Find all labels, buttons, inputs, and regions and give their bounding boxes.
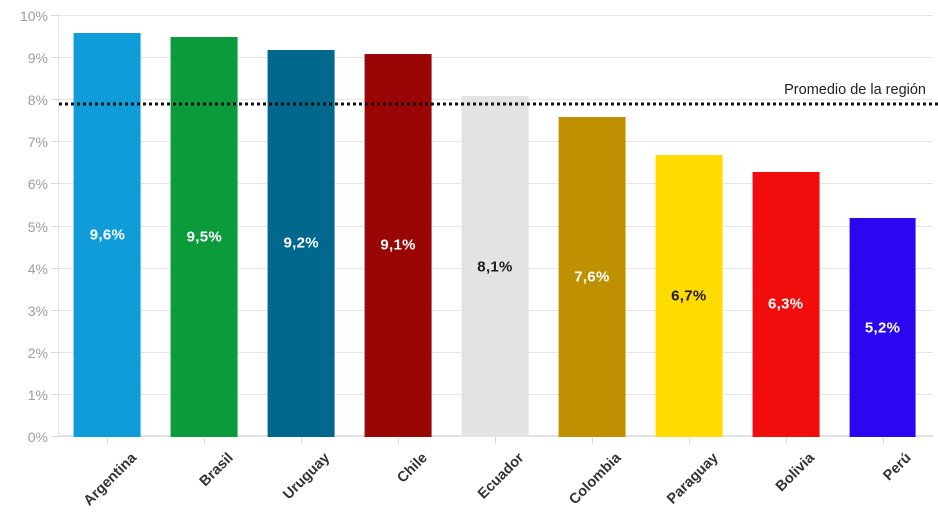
x-axis-label-brasil: Brasil	[196, 450, 237, 490]
value-label-chile: 9,1%	[380, 236, 416, 254]
y-axis-tick-label: 1%	[27, 386, 48, 403]
y-axis-tick-label: 4%	[27, 260, 48, 277]
x-axis-label-paraguay: Paraguay	[663, 450, 722, 508]
x-axis-label-bolivia: Bolivia	[773, 450, 819, 495]
column-chile: 9,1% Chile	[350, 16, 447, 486]
bar-colombia[interactable]: 7,6%	[558, 117, 626, 437]
y-axis-tick-label: 5%	[27, 218, 48, 235]
y-tick-mark	[51, 267, 59, 269]
bar-argentina[interactable]: 9,6%	[74, 32, 141, 437]
column-uruguay: 9,2% Uruguay	[253, 16, 350, 503]
bar-peru[interactable]: 5,2%	[849, 218, 916, 437]
y-tick-mark	[51, 393, 59, 395]
bar-chile[interactable]: 9,1%	[364, 53, 432, 437]
bars-container: 9,6% Argentina 9,5% Brasil 9,2% Uruguay 9,1% Ch…	[59, 16, 931, 509]
y-axis-tick-label: 10%	[19, 8, 48, 24]
x-tick-mark	[591, 437, 593, 444]
x-axis-label-ecuador: Ecuador	[474, 450, 528, 503]
y-tick-mark	[51, 351, 59, 353]
value-label-argentina: 9,6%	[89, 226, 126, 244]
x-tick-mark	[107, 437, 109, 444]
y-tick-mark	[51, 99, 59, 101]
value-label-peru: 5,2%	[864, 319, 901, 337]
y-axis-tick-label: 3%	[27, 302, 48, 319]
x-axis-label-peru: Perú	[880, 450, 915, 485]
y-tick-mark	[51, 309, 59, 311]
x-axis-label-chile: Chile	[394, 450, 431, 487]
y-tick-mark	[51, 141, 59, 143]
x-tick-mark	[688, 437, 690, 444]
plot-area: 0% 1% 2% 3% 4% 5% 6% 7% 8% 9% 10% 9,6% Argentina 9,5%…	[20, 8, 938, 509]
bar-paraguay[interactable]: 6,7%	[655, 154, 723, 437]
x-tick-mark	[495, 437, 496, 444]
x-axis-label-uruguay: Uruguay	[280, 450, 334, 503]
y-tick-mark	[51, 15, 59, 16]
value-label-brasil: 9,5%	[186, 228, 223, 246]
gridline-9	[59, 57, 933, 59]
x-tick-mark	[398, 437, 400, 444]
y-axis-tick-label: 9%	[27, 50, 48, 67]
y-axis-tick-label: 0%	[27, 429, 48, 445]
y-axis-tick-label: 2%	[27, 344, 48, 361]
gridline-10	[59, 15, 933, 16]
y-axis-tick-label: 7%	[27, 134, 48, 151]
column-bolivia: 6,3% Bolivia	[737, 16, 834, 495]
average-plot-line-label: Promedio de la región	[784, 82, 926, 99]
y-tick-mark	[51, 225, 59, 227]
x-tick-mark	[204, 437, 206, 444]
y-tick-mark	[51, 183, 59, 185]
x-axis-label-argentina: Argentina	[80, 450, 140, 510]
average-plot-line	[59, 102, 938, 106]
value-label-ecuador: 8,1%	[477, 258, 513, 275]
column-argentina: 9,6% Argentina	[59, 16, 156, 509]
bar-bolivia[interactable]: 6,3%	[752, 171, 820, 437]
y-axis-tick-label: 8%	[27, 92, 48, 109]
value-label-bolivia: 6,3%	[767, 295, 804, 313]
column-peru: 5,2% Perú	[834, 16, 931, 484]
bar-uruguay[interactable]: 9,2%	[267, 49, 335, 437]
value-label-paraguay: 6,7%	[671, 287, 707, 305]
column-colombia: 7,6% Colombia	[543, 16, 640, 508]
y-tick-mark	[51, 436, 59, 437]
column-brasil: 9,5% Brasil	[156, 16, 253, 490]
column-ecuador: 8,1% Ecuador	[447, 16, 544, 502]
y-axis-tick-label: 6%	[27, 176, 48, 193]
x-tick-mark	[301, 437, 303, 444]
y-tick-mark	[51, 57, 59, 59]
x-axis-label-colombia: Colombia	[566, 450, 625, 509]
value-label-colombia: 7,6%	[574, 268, 610, 286]
x-tick-mark	[785, 437, 787, 444]
bar-brasil[interactable]: 9,5%	[170, 37, 238, 437]
bar-ecuador[interactable]: 8,1%	[461, 96, 529, 437]
value-label-uruguay: 9,2%	[283, 234, 319, 252]
column-paraguay: 6,7% Paraguay	[640, 16, 737, 507]
x-tick-mark	[882, 437, 884, 444]
